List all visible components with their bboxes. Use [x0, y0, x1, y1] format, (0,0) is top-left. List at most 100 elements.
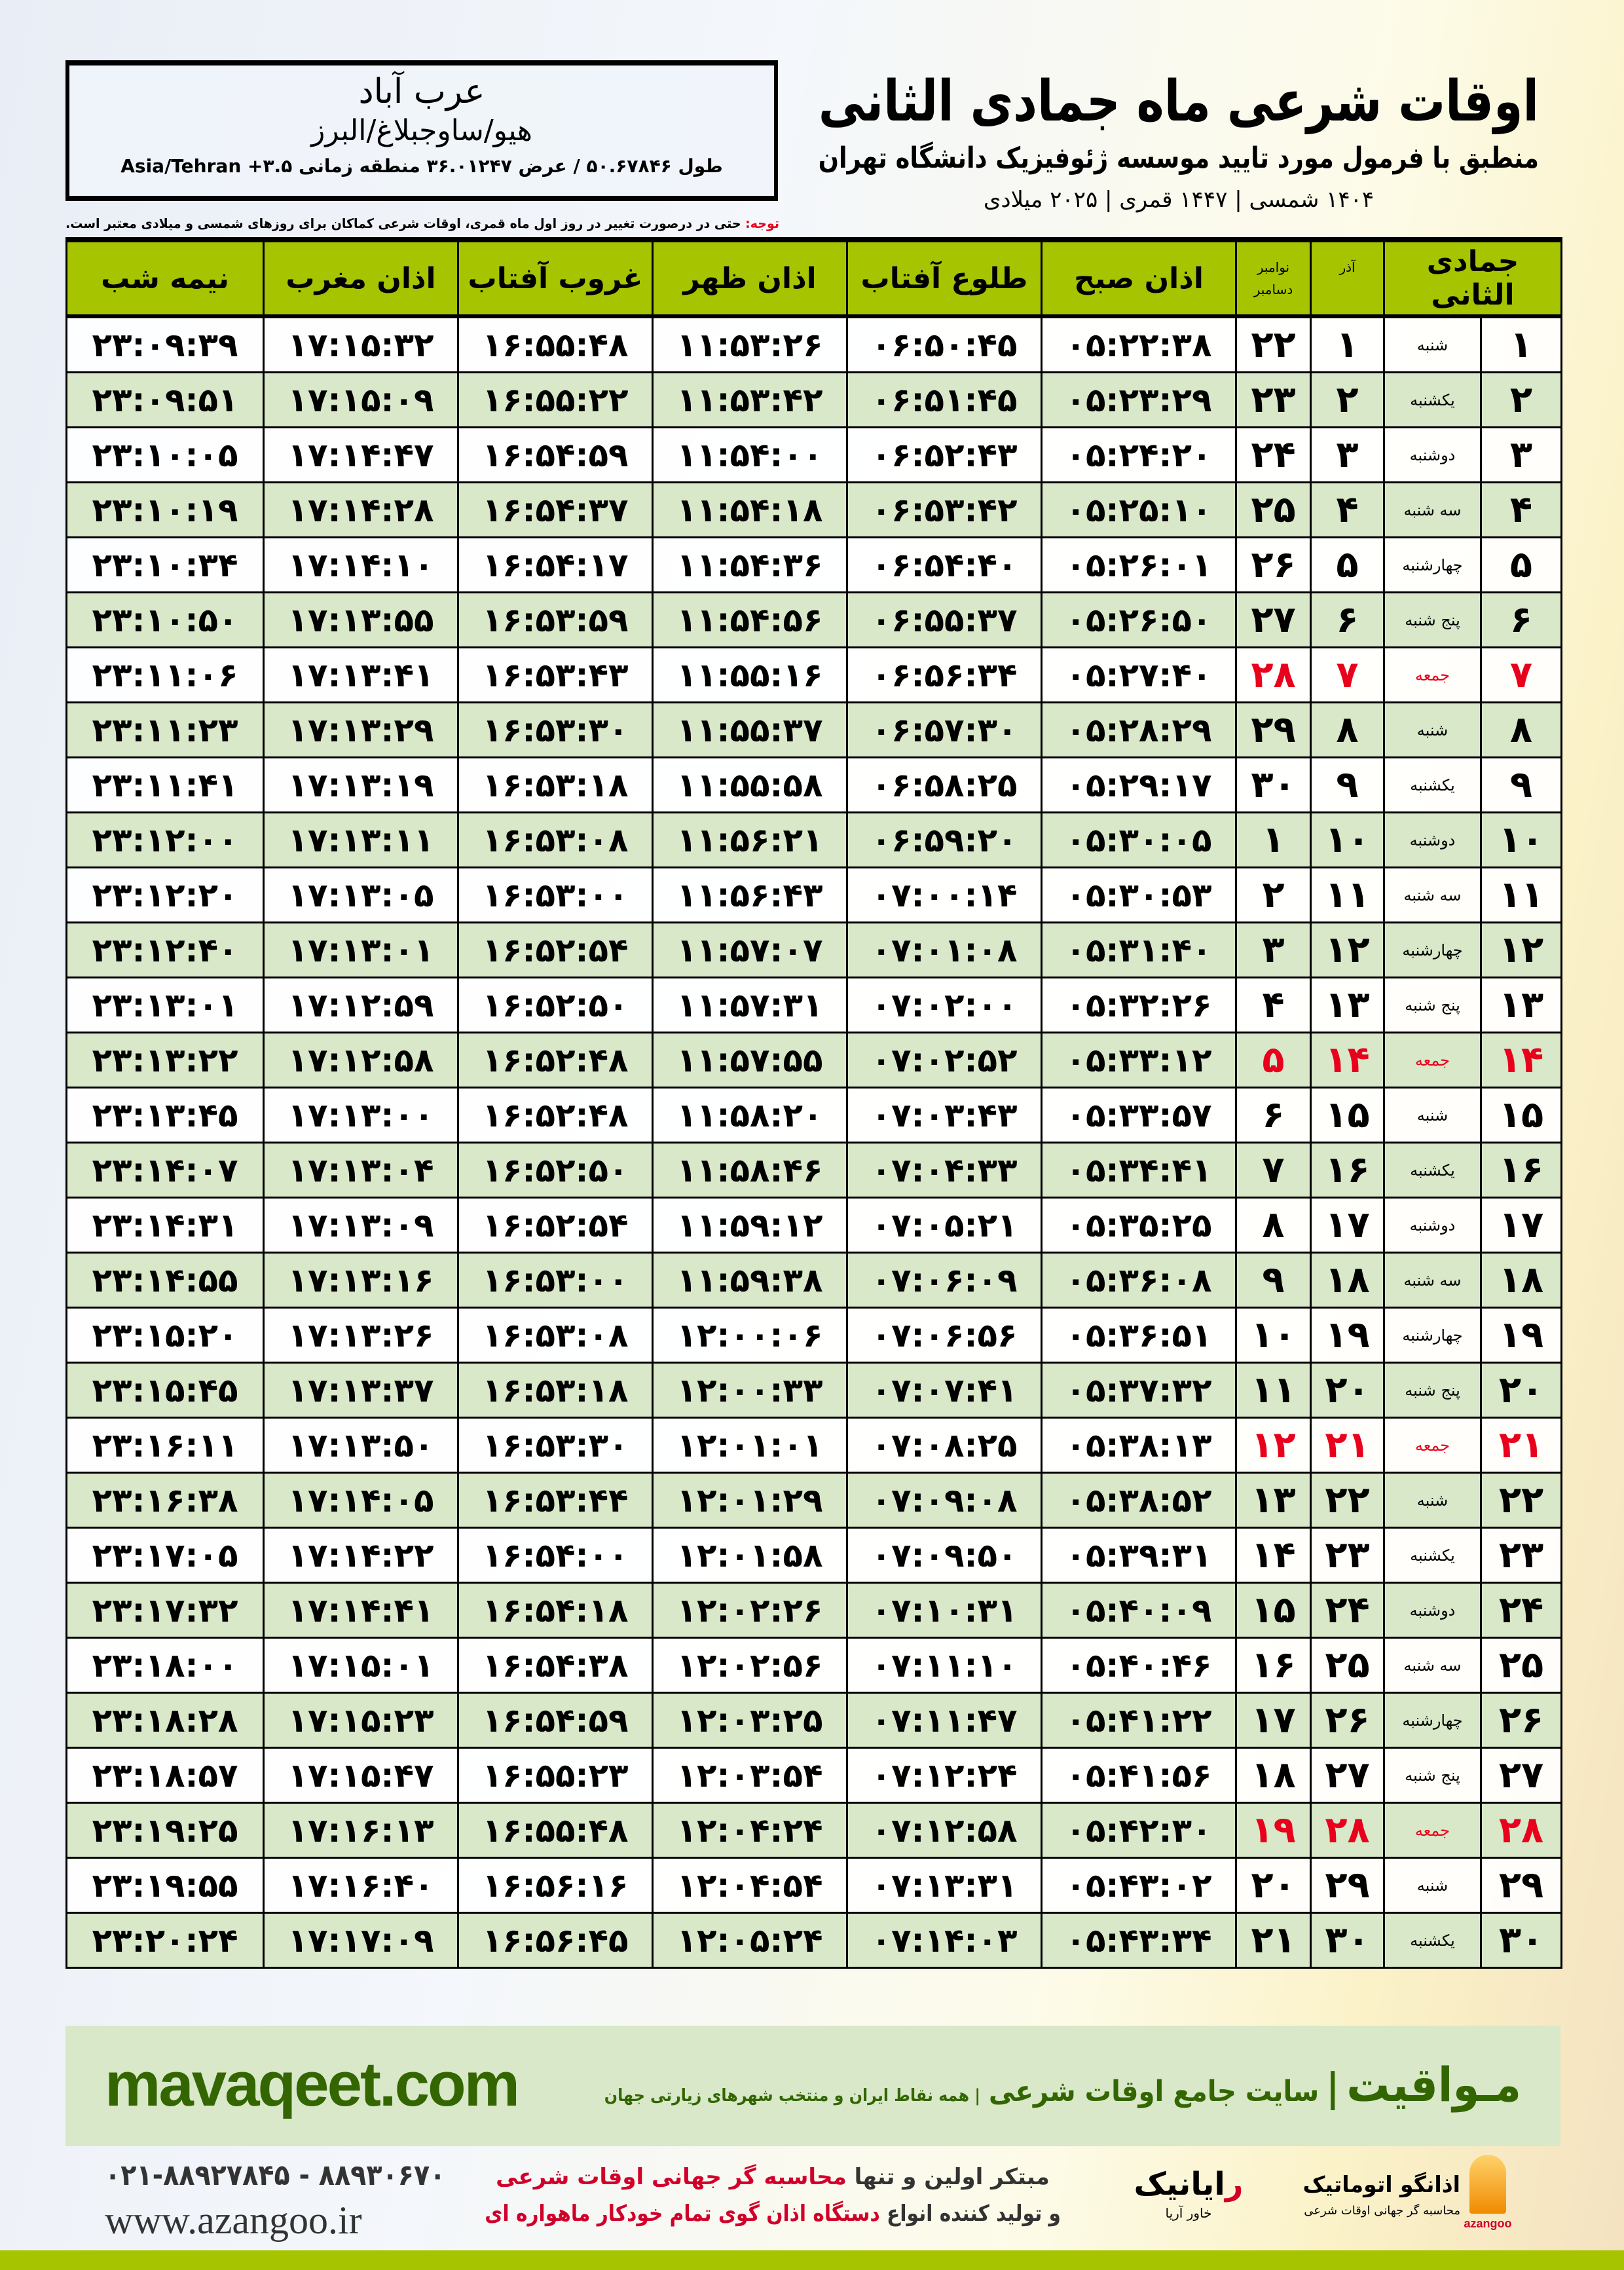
azar-day-cell: ۲۳ [1310, 1527, 1385, 1584]
azar-day-cell: ۲۹ [1310, 1857, 1385, 1914]
day-number: ۱۳ [1498, 984, 1544, 1026]
weekday: سه شنبه [1403, 1271, 1462, 1290]
azar-day: ۱۹ [1325, 1314, 1370, 1356]
maghrib-time: ۱۷:۱۳:۲۹ [287, 711, 434, 749]
sunrise-time-cell: ۰۷:۱۳:۳۱ [846, 1857, 1043, 1914]
sunrise-time: ۰۷:۱۱:۱۰ [871, 1646, 1018, 1684]
gregorian-day: ۱۹ [1251, 1809, 1296, 1851]
tagline-2b: دستگاه اذان گوی تمام خودکار ماهواره ای [485, 2201, 880, 2227]
maghrib-time: ۱۷:۱۵:۴۷ [287, 1756, 434, 1795]
dhuhr-time-cell: ۱۲:۰۱:۵۸ [652, 1527, 848, 1584]
table-row: ۲۸ جمعه ۲۸ ۱۹ ۰۵:۴۲:۳۰ ۰۷:۱۲:۵۸ ۱۲:۰۴:۲۴ ۱۶:۵۵:… [65, 1802, 1563, 1859]
maghrib-time: ۱۷:۱۳:۰۹ [287, 1206, 434, 1244]
dhuhr-time-cell: ۱۱:۵۳:۲۶ [652, 315, 848, 373]
midnight-time: ۲۳:۱۱:۴۱ [92, 766, 238, 804]
day-number: ۲۳ [1498, 1534, 1544, 1576]
fajr-time: ۰۵:۳۵:۲۵ [1065, 1206, 1212, 1244]
azar-day-cell: ۹ [1310, 756, 1385, 813]
weekday: چهارشنبه [1402, 1326, 1463, 1345]
sunset-time-cell: ۱۶:۵۵:۴۸ [457, 1802, 654, 1859]
sunset-time: ۱۶:۵۲:۴۸ [482, 1041, 629, 1079]
maghrib-time: ۱۷:۱۵:۰۹ [287, 381, 434, 419]
gregorian-day-cell: ۴ [1235, 977, 1312, 1033]
gregorian-day-cell: ۱۰ [1235, 1307, 1312, 1364]
midnight-time-cell: ۲۳:۱۶:۱۱ [65, 1417, 265, 1474]
sunset-time-cell: ۱۶:۵۳:۱۸ [457, 756, 654, 813]
fajr-time: ۰۵:۲۶:۰۱ [1065, 546, 1212, 584]
tagline-line-2: و تولید کننده انواع دستگاه اذان گوی تمام… [485, 2195, 1061, 2232]
midnight-time: ۲۳:۱۰:۳۴ [92, 546, 238, 584]
dhuhr-time: ۱۱:۵۶:۲۱ [676, 821, 823, 859]
maghrib-time: ۱۷:۱۳:۵۰ [287, 1426, 434, 1464]
fajr-time: ۰۵:۲۷:۴۰ [1065, 656, 1212, 694]
day-number-cell: ۲۵ [1480, 1637, 1563, 1694]
weekday: جمعه [1414, 1821, 1450, 1840]
sunrise-time: ۰۶:۵۲:۴۳ [871, 436, 1018, 474]
promo-domain[interactable]: mavaqeet.com [105, 2049, 520, 2119]
header-dhuhr: اذان ظهر [652, 237, 848, 318]
fajr-time-cell: ۰۵:۲۶:۵۰ [1041, 591, 1237, 648]
weekday: پنج شنبه [1405, 1381, 1460, 1400]
sunrise-time-cell: ۰۶:۵۷:۳۰ [846, 701, 1043, 758]
fajr-time-cell: ۰۵:۳۱:۴۰ [1041, 921, 1237, 978]
fajr-time-cell: ۰۵:۳۶:۵۱ [1041, 1307, 1237, 1364]
azar-day: ۲۵ [1325, 1644, 1370, 1686]
fajr-time-cell: ۰۵:۴۱:۲۲ [1041, 1692, 1237, 1749]
gregorian-day-cell: ۲۶ [1235, 536, 1312, 593]
midnight-time: ۲۳:۱۱:۲۳ [92, 711, 238, 749]
day-number: ۱۲ [1498, 929, 1544, 971]
website-link[interactable]: www.azangoo.ir [105, 2199, 362, 2242]
dhuhr-time: ۱۱:۵۷:۵۵ [676, 1041, 823, 1079]
day-number: ۱۹ [1498, 1314, 1544, 1356]
table-body: ۱ شنبه ۱ ۲۲ ۰۵:۲۲:۳۸ ۰۶:۵۰:۴۵ ۱۱:۵۳:۲۶ ۱۶:۵۵:۴۸… [65, 315, 1563, 1969]
sunrise-time-cell: ۰۶:۵۴:۴۰ [846, 536, 1043, 593]
gregorian-day: ۱۲ [1251, 1424, 1296, 1466]
gregorian-day-cell: ۲۳ [1235, 371, 1312, 428]
maghrib-time-cell: ۱۷:۱۴:۴۱ [263, 1582, 459, 1639]
day-number: ۲۷ [1498, 1754, 1544, 1796]
maghrib-time: ۱۷:۱۳:۰۵ [287, 876, 434, 914]
sunrise-time: ۰۷:۱۱:۴۷ [871, 1701, 1018, 1740]
dhuhr-time-cell: ۱۱:۵۷:۰۷ [652, 921, 848, 978]
gregorian-day: ۱ [1262, 819, 1285, 861]
sunset-time: ۱۶:۵۴:۵۹ [482, 1701, 629, 1740]
fajr-time-cell: ۰۵:۴۱:۵۶ [1041, 1747, 1237, 1804]
maghrib-time-cell: ۱۷:۱۵:۳۲ [263, 315, 459, 373]
azar-day: ۱۵ [1325, 1094, 1370, 1136]
day-number-cell: ۱۸ [1480, 1252, 1563, 1309]
maghrib-time-cell: ۱۷:۱۳:۱۱ [263, 811, 459, 868]
table-row: ۶ پنج شنبه ۶ ۲۷ ۰۵:۲۶:۵۰ ۰۶:۵۵:۳۷ ۱۱:۵۴:۵۶ ۱۶:۵… [65, 591, 1563, 648]
azar-day: ۲۷ [1325, 1754, 1370, 1796]
table-row: ۲۰ پنج شنبه ۲۰ ۱۱ ۰۵:۳۷:۳۲ ۰۷:۰۷:۴۱ ۱۲:۰۰:۳۳ ۱۶… [65, 1362, 1563, 1419]
weekday-cell: پنج شنبه [1382, 1362, 1483, 1419]
fajr-time-cell: ۰۵:۲۷:۴۰ [1041, 646, 1237, 703]
fajr-time: ۰۵:۴۱:۲۲ [1065, 1701, 1212, 1740]
fajr-time-cell: ۰۵:۲۸:۲۹ [1041, 701, 1237, 758]
gregorian-day-cell: ۱۵ [1235, 1582, 1312, 1639]
azar-day: ۱۳ [1325, 984, 1370, 1026]
dhuhr-time: ۱۱:۵۹:۱۲ [676, 1206, 823, 1244]
gregorian-day: ۲۶ [1251, 544, 1296, 586]
sunrise-time-cell: ۰۷:۰۷:۴۱ [846, 1362, 1043, 1419]
weekday-cell: دوشنبه [1382, 811, 1483, 868]
sunset-time: ۱۶:۵۳:۰۸ [482, 1316, 629, 1354]
sunrise-time-cell: ۰۷:۰۲:۰۰ [846, 977, 1043, 1033]
midnight-time: ۲۳:۱۲:۰۰ [92, 821, 238, 859]
sunset-time-cell: ۱۶:۵۳:۱۸ [457, 1362, 654, 1419]
dhuhr-time: ۱۲:۰۰:۰۶ [676, 1316, 823, 1354]
sunset-time: ۱۶:۵۲:۴۸ [482, 1096, 629, 1134]
dhuhr-time-cell: ۱۱:۵۵:۳۷ [652, 701, 848, 758]
day-number: ۲۱ [1498, 1424, 1544, 1466]
sunrise-time-cell: ۰۷:۱۲:۵۸ [846, 1802, 1043, 1859]
sunset-time: ۱۶:۵۳:۴۴ [482, 1481, 629, 1519]
sunrise-time-cell: ۰۶:۵۸:۲۵ [846, 756, 1043, 813]
gregorian-day-cell: ۱۶ [1235, 1637, 1312, 1694]
gregorian-day: ۲۳ [1251, 379, 1296, 421]
azar-day: ۱۰ [1325, 819, 1370, 861]
weekday-cell: یکشنبه [1382, 1912, 1483, 1969]
maghrib-time-cell: ۱۷:۱۵:۲۳ [263, 1692, 459, 1749]
sunset-time-cell: ۱۶:۵۴:۵۹ [457, 1692, 654, 1749]
header-maghrib: اذان مغرب [263, 237, 459, 318]
raianik-logo: رایانیک خاور آریا [1107, 2165, 1270, 2222]
dhuhr-time: ۱۲:۰۰:۳۳ [676, 1371, 823, 1409]
